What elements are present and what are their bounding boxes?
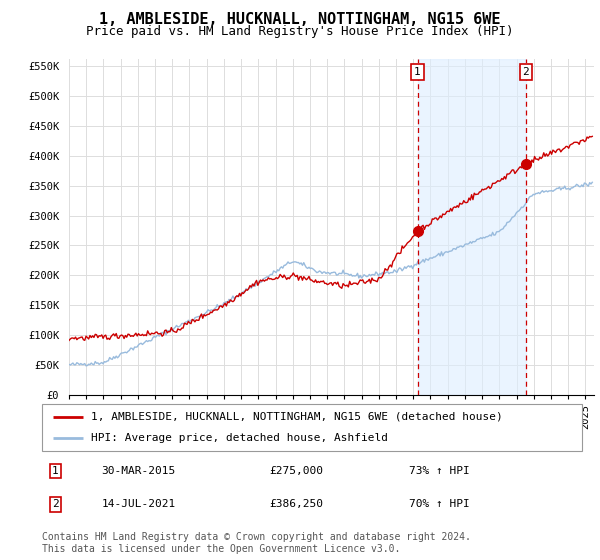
FancyBboxPatch shape — [42, 404, 582, 451]
Text: HPI: Average price, detached house, Ashfield: HPI: Average price, detached house, Ashf… — [91, 433, 388, 444]
Text: 14-JUL-2021: 14-JUL-2021 — [101, 500, 176, 509]
Text: 1: 1 — [414, 67, 421, 77]
Text: 2: 2 — [523, 67, 529, 77]
Text: 1, AMBLESIDE, HUCKNALL, NOTTINGHAM, NG15 6WE: 1, AMBLESIDE, HUCKNALL, NOTTINGHAM, NG15… — [99, 12, 501, 27]
Text: 73% ↑ HPI: 73% ↑ HPI — [409, 466, 470, 476]
Text: 70% ↑ HPI: 70% ↑ HPI — [409, 500, 470, 509]
Text: £275,000: £275,000 — [269, 466, 323, 476]
Text: 1: 1 — [52, 466, 59, 476]
Text: 30-MAR-2015: 30-MAR-2015 — [101, 466, 176, 476]
Text: 2: 2 — [52, 500, 59, 509]
Bar — [418, 59, 526, 395]
Text: Price paid vs. HM Land Registry's House Price Index (HPI): Price paid vs. HM Land Registry's House … — [86, 25, 514, 38]
Text: £386,250: £386,250 — [269, 500, 323, 509]
Text: Contains HM Land Registry data © Crown copyright and database right 2024.
This d: Contains HM Land Registry data © Crown c… — [42, 532, 471, 554]
Text: 1, AMBLESIDE, HUCKNALL, NOTTINGHAM, NG15 6WE (detached house): 1, AMBLESIDE, HUCKNALL, NOTTINGHAM, NG15… — [91, 412, 502, 422]
